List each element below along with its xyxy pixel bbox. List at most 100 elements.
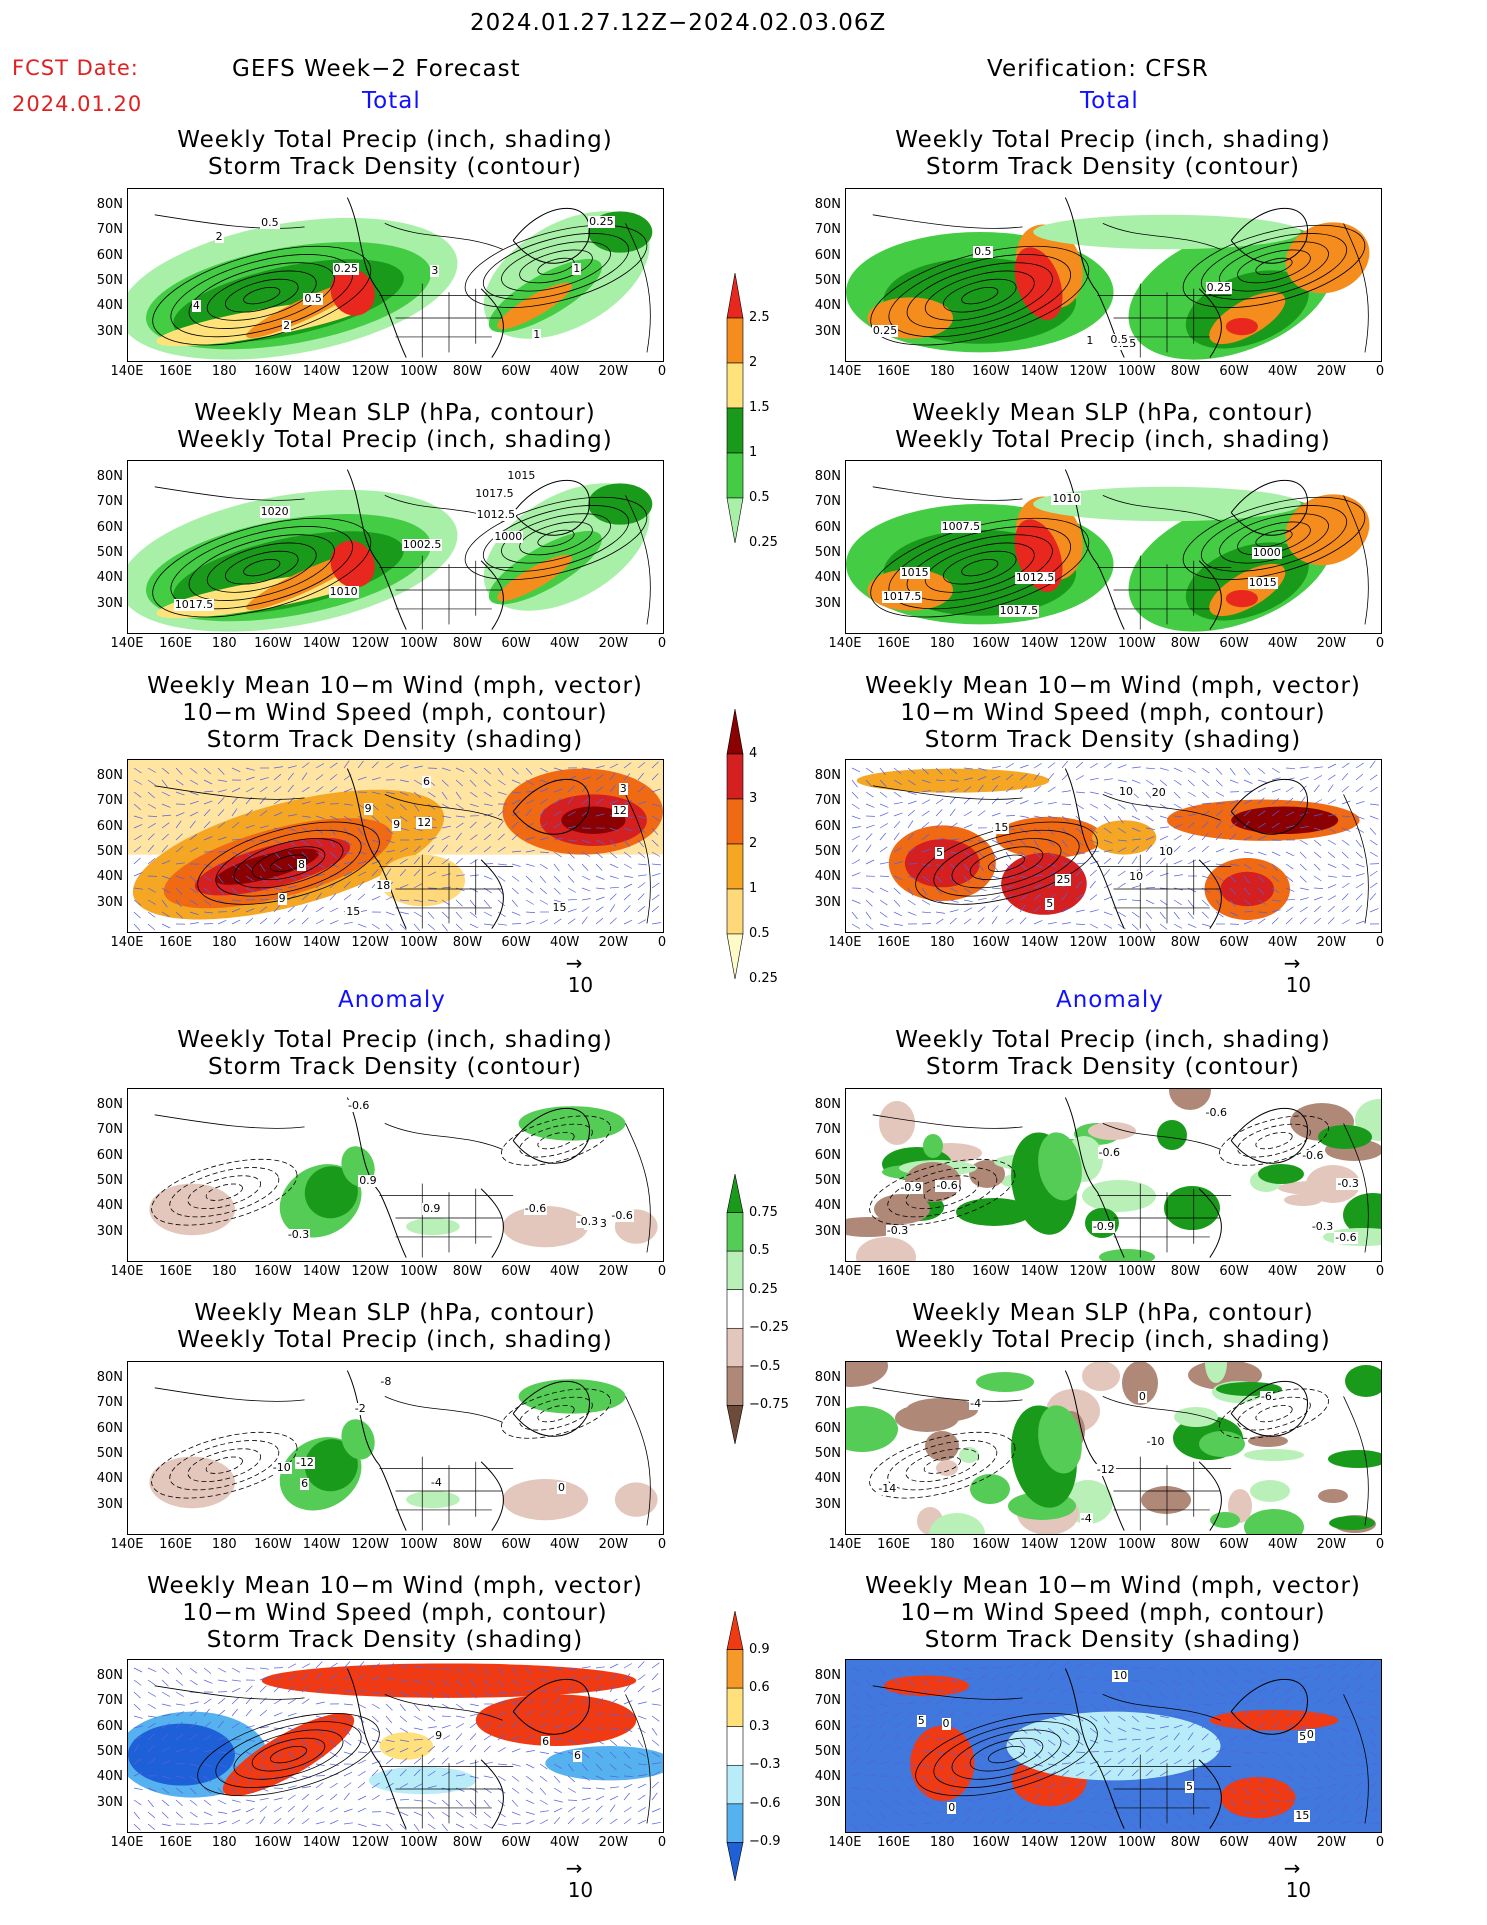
right-map-panel-2 [845, 460, 1382, 634]
right-panel-4-title-line-2: Storm Track Density (contour) [925, 1054, 1301, 1080]
right-map-5-lon-tick: 80W [1170, 1537, 1201, 1552]
colorbar-total_precip-label: 2 [749, 355, 758, 370]
left-map-2-contour-label: 1002.5 [401, 537, 443, 551]
right-map-5-lon-tick: 0 [1375, 1537, 1385, 1552]
right-map-3-lon-tick: 0 [1375, 935, 1385, 950]
left-map-2-lat-tick: 30N [96, 595, 123, 611]
left-map-2-lon-tick: 60W [501, 636, 531, 651]
right-map-4-contour-label: -0.6 [1301, 1148, 1325, 1162]
right-map-2-lon-tick: 60W [1219, 636, 1249, 651]
right-map-6-lon-tick: 120W [1069, 1835, 1107, 1850]
left-map-2-lon-tick: 140W [302, 636, 341, 651]
left-map-panel-4 [127, 1088, 664, 1262]
right-map-1-lon-tick: 160E [877, 364, 911, 379]
right-map-3-lon-tick: 100W [1117, 935, 1156, 950]
left-map-3-contour-label: 9 [392, 817, 402, 831]
right-map-6-lon-tick: 160E [877, 1835, 911, 1850]
right-map-2-lon-tick: 0 [1375, 636, 1385, 651]
right-map-3-lon-tick: 140E [828, 935, 862, 950]
left-map-2-contour-label: 1015 [506, 469, 537, 483]
right-map-5-lon-tick: 60W [1219, 1537, 1249, 1552]
date-range: 2024.01.27.12Z−2024.02.03.06Z [470, 10, 887, 36]
right-map-3-lon-tick: 60W [1219, 935, 1249, 950]
left-map-4-lon-tick: 180 [211, 1264, 237, 1279]
right-map-3-lon-tick: 80W [1170, 935, 1201, 950]
left-map-2-lat-tick: 80N [96, 468, 123, 484]
right-map-6-lon-tick: 40W [1268, 1835, 1298, 1850]
right-map-6-contour-label: 10 [1112, 1669, 1129, 1683]
right-map-6-contour-label: 0 [941, 1716, 951, 1730]
right-map-6-lat-tick: 30N [814, 1794, 841, 1810]
colorbar-anom_storm-label: −0.9 [749, 1834, 781, 1850]
right-map-2-lat-tick: 80N [814, 468, 841, 484]
colorbar-anom_storm-label: 0.6 [749, 1680, 770, 1696]
right-map-3-lat-tick: 40N [814, 869, 841, 885]
right-map-3-lon-tick: 160W [972, 935, 1010, 950]
colorbar-total_storm-label: 4 [749, 746, 758, 761]
right-map-4-lon-tick: 0 [1375, 1264, 1385, 1279]
right-map-5-lat-tick: 80N [814, 1369, 841, 1385]
left-map-5-contour-label: 0 [557, 1481, 567, 1495]
right-map-2-lat-tick: 50N [814, 544, 841, 560]
right-map-3-contour-label: 5 [935, 846, 945, 860]
left-map-5-lat-tick: 50N [96, 1445, 123, 1461]
left-map-1-lat-tick: 50N [96, 272, 123, 288]
left-map-4-lon-tick: 0 [657, 1264, 667, 1279]
right-map-panel-5 [845, 1361, 1382, 1535]
right-map-5-contour-label: 0 [1137, 1390, 1147, 1404]
left-map-5-lat-tick: 70N [96, 1395, 123, 1411]
left-map-2-contour-label: 1000 [493, 530, 524, 544]
right-map-4-lon-tick: 100W [1117, 1264, 1156, 1279]
right-panel-6-title-line-1: Weekly Mean 10−m Wind (mph, vector) [865, 1573, 1361, 1599]
left-total-label: Total [362, 88, 421, 114]
right-total-label: Total [1080, 88, 1139, 114]
left-map-panel-5 [127, 1361, 664, 1535]
right-map-2-contour-label: 1010 [1051, 492, 1082, 506]
right-map-panel-3 [845, 759, 1382, 933]
left-map-5-lon-tick: 40W [550, 1537, 580, 1552]
right-map-1-contour-label: 0.25 [1205, 281, 1233, 295]
left-map-6-lon-tick: 160W [254, 1835, 292, 1850]
right-panel-3-title-line-1: Weekly Mean 10−m Wind (mph, vector) [865, 673, 1361, 699]
right-map-5-lon-tick: 20W [1316, 1537, 1347, 1552]
right-map-4-lat-tick: 80N [814, 1096, 841, 1112]
colorbar-total_storm-label: 1 [749, 881, 758, 896]
right-map-2-lon-tick: 160W [972, 636, 1010, 651]
left-map-panel-2 [127, 460, 664, 634]
right-map-5-lat-tick: 60N [814, 1420, 841, 1436]
left-map-1-lat-tick: 80N [96, 196, 123, 212]
right-map-3-lat-tick: 50N [814, 843, 841, 859]
left-map-5-lat-tick: 80N [96, 1369, 123, 1385]
right-map-6-lon-tick: 0 [1375, 1835, 1385, 1850]
fcst-label: FCST Date: [12, 56, 139, 80]
colorbar-total_storm-label: 0.5 [749, 926, 770, 941]
left-map-3-lon-tick: 80W [452, 935, 483, 950]
colorbar-anom_precip [726, 1173, 744, 1445]
right-map-3-contour-label: 5 [1045, 897, 1055, 911]
right-map-2-contour-label: 1017.5 [998, 604, 1040, 618]
right-map-5-lon-tick: 180 [929, 1537, 955, 1552]
right-panel-3-title-line-3: Storm Track Density (shading) [924, 727, 1302, 753]
right-map-5-lat-tick: 70N [814, 1395, 841, 1411]
left-map-2-lon-tick: 120W [351, 636, 389, 651]
right-map-panel-6 [845, 1659, 1382, 1833]
left-map-1-lon-tick: 160E [159, 364, 193, 379]
right-map-2-lon-tick: 100W [1117, 636, 1156, 651]
left-map-5-lon-tick: 60W [501, 1537, 531, 1552]
right-map-3-lat-tick: 30N [814, 894, 841, 910]
right-map-4-contour-label: -0.6 [1204, 1106, 1228, 1120]
left-map-4-contour-label: -0.6 [346, 1099, 371, 1113]
right-map-4-lon-tick: 140E [828, 1264, 862, 1279]
left-map-5-contour-label: -10 [271, 1460, 292, 1474]
right-map-6-lat-tick: 50N [814, 1743, 841, 1759]
left-map-1-lat-tick: 60N [96, 247, 123, 263]
left-map-6-lon-tick: 60W [501, 1835, 531, 1850]
left-map-3-lat-tick: 70N [96, 793, 123, 809]
right-map-6-lat-tick: 40N [814, 1769, 841, 1785]
right-map-3-contour-label: 15 [993, 820, 1010, 834]
right-map-5-lat-tick: 30N [814, 1496, 841, 1512]
right-map-4-lat-tick: 70N [814, 1122, 841, 1138]
left-map-1-lon-tick: 100W [399, 364, 438, 379]
left-map-2-lon-tick: 140E [110, 636, 144, 651]
left-map-1-contour-label: 1 [532, 327, 542, 341]
